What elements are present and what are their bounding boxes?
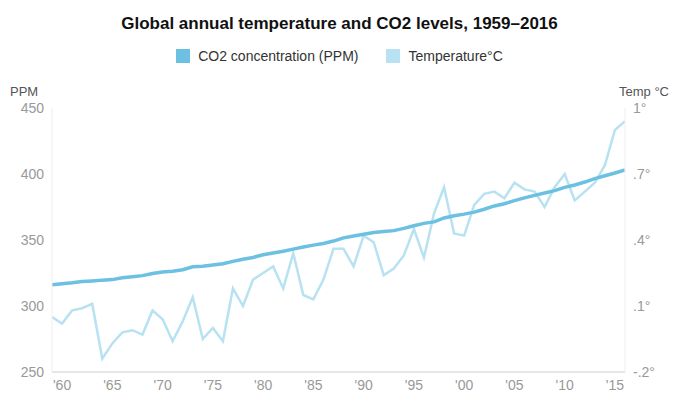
html-text:Global annual temperature and: Global annual temperature and CO2 levels…	[121, 14, 558, 33]
svg-text:250: 250	[21, 364, 45, 380]
html-text:Temperature°C: Temperature°C	[408, 48, 503, 64]
html-text:CO2 concentration (PPM): CO2 concentration (PPM)	[198, 48, 359, 64]
svg-text:'85: '85	[304, 377, 322, 393]
svg-text:-.2°: -.2°	[633, 364, 655, 380]
svg-text:'75: '75	[204, 377, 222, 393]
svg-text:300: 300	[21, 298, 45, 314]
svg-text:'05: '05	[505, 377, 523, 393]
svg-text:'70: '70	[153, 377, 171, 393]
svg-text:.7°: .7°	[633, 166, 650, 182]
html-text:PPM: PPM	[10, 84, 39, 99]
svg-text:.4°: .4°	[633, 232, 650, 248]
svg-text:.1°: .1°	[633, 298, 650, 314]
svg-text:'65: '65	[103, 377, 121, 393]
svg-text:'00: '00	[455, 377, 473, 393]
svg-text:1°: 1°	[633, 100, 646, 116]
svg-text:'95: '95	[405, 377, 423, 393]
svg-text:'15: '15	[606, 377, 624, 393]
svg-text:350: 350	[21, 232, 45, 248]
html-text:Temp °C: Temp °C	[619, 84, 669, 99]
svg-text:'90: '90	[355, 377, 373, 393]
svg-text:'80: '80	[254, 377, 272, 393]
svg-text:400: 400	[21, 166, 45, 182]
svg-text:450: 450	[21, 100, 45, 116]
svg-text:'10: '10	[556, 377, 574, 393]
svg-text:'60: '60	[53, 377, 71, 393]
